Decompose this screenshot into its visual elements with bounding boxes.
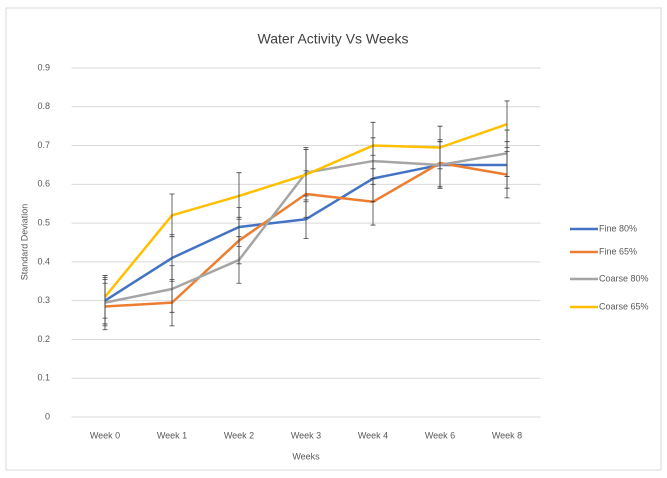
error-bar xyxy=(437,125,443,170)
y-tick-label: 0.7 xyxy=(37,140,50,150)
y-tick-label: 0.9 xyxy=(37,62,50,72)
x-tick-label: Week 0 xyxy=(90,430,120,440)
y-tick-label: 0.1 xyxy=(37,373,50,383)
error-bar xyxy=(169,193,175,238)
x-tick-label: Week 4 xyxy=(358,430,388,440)
x-tick-label: Week 1 xyxy=(157,430,187,440)
legend-label: Fine 80% xyxy=(599,223,637,233)
x-tick-label: Week 6 xyxy=(425,430,455,440)
error-bar xyxy=(236,236,242,284)
error-bar xyxy=(370,121,376,170)
x-axis-title: Weeks xyxy=(292,451,320,461)
error-bar xyxy=(169,265,175,313)
chart-frame xyxy=(5,7,662,471)
y-tick-label: 0.2 xyxy=(37,334,50,344)
y-tick-label: 0.4 xyxy=(37,256,50,266)
y-tick-label: 0.3 xyxy=(37,295,50,305)
y-tick-label: 0.8 xyxy=(37,101,50,111)
x-tick-label: Week 2 xyxy=(224,430,254,440)
chart-title: Water Activity Vs Weeks xyxy=(258,31,409,47)
legend-label: Coarse 80% xyxy=(599,273,649,283)
error-bar xyxy=(303,147,309,203)
legend-label: Coarse 65% xyxy=(599,301,649,311)
error-bar xyxy=(102,275,108,319)
x-tick-label: Week 8 xyxy=(492,430,522,440)
legend-label: Fine 65% xyxy=(599,246,637,256)
y-tick-label: 0 xyxy=(45,411,50,421)
y-tick-label: 0.6 xyxy=(37,179,50,189)
error-bar xyxy=(504,100,510,148)
y-tick-label: 0.5 xyxy=(37,217,50,227)
y-axis-title: Standard Deviation xyxy=(19,204,29,281)
error-bar xyxy=(236,172,242,220)
x-tick-label: Week 3 xyxy=(291,430,321,440)
